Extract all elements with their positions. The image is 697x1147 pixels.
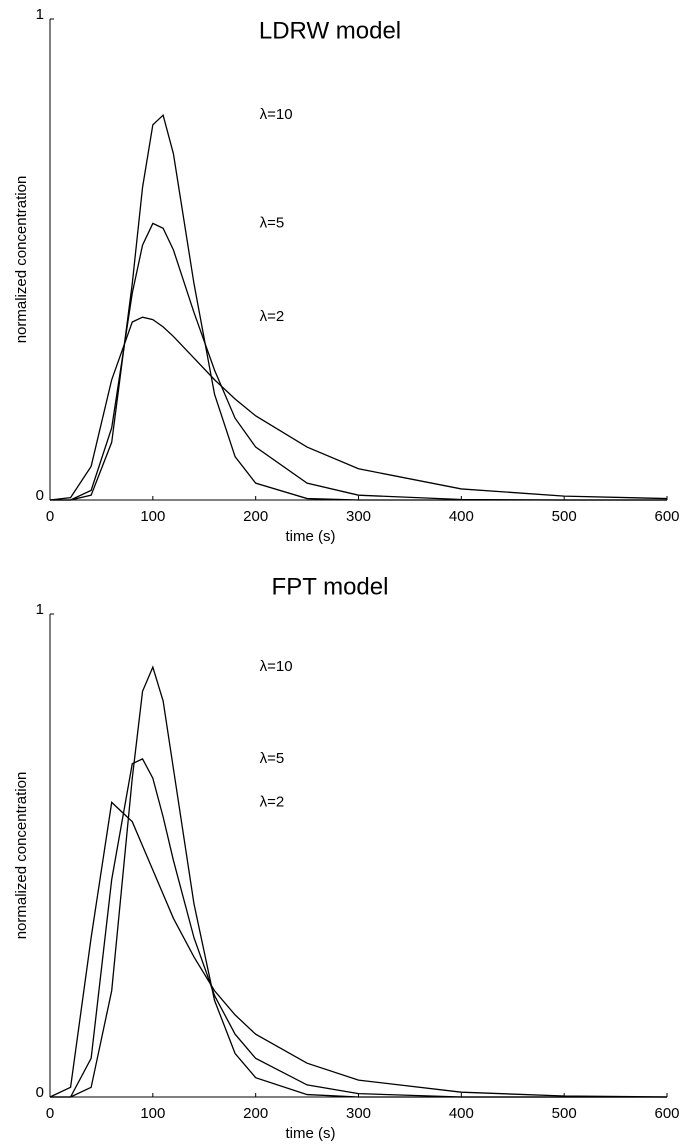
chart-title: LDRW model — [259, 17, 401, 44]
x-tick-label: 0 — [46, 508, 54, 525]
x-axis-label: time (s) — [286, 1125, 336, 1142]
y-tick-label: 0 — [36, 1084, 44, 1101]
y-axis-label: normalized concentration — [13, 772, 30, 940]
y-tick-label: 0 — [36, 487, 44, 504]
data-line — [49, 801, 668, 1098]
curve-label: λ=5 — [260, 214, 285, 231]
data-line — [49, 316, 668, 501]
x-tick-label: 500 — [552, 1105, 577, 1122]
y-tick-label: 1 — [36, 6, 44, 23]
y-axis-label: normalized concentration — [13, 176, 30, 344]
x-tick-label: 600 — [654, 508, 679, 525]
x-tick-label: 100 — [140, 508, 165, 525]
curve-label: λ=10 — [260, 658, 293, 675]
x-tick-label: 200 — [243, 1105, 268, 1122]
curve-label: λ=5 — [260, 750, 285, 767]
curve-label: λ=2 — [260, 793, 285, 810]
x-axis-label: time (s) — [286, 528, 336, 545]
chart-title: FPT model — [272, 573, 389, 600]
data-line — [50, 113, 667, 501]
x-tick-label: 500 — [552, 508, 577, 525]
data-line — [50, 758, 667, 1098]
x-tick-label: 200 — [243, 508, 268, 525]
x-tick-label: 0 — [46, 1105, 54, 1122]
x-tick-label: 100 — [140, 1105, 165, 1122]
x-tick-label: 300 — [346, 1105, 371, 1122]
curve-label: λ=2 — [260, 308, 285, 325]
data-line — [50, 222, 667, 501]
data-line — [50, 665, 667, 1098]
y-tick-label: 1 — [36, 601, 44, 618]
x-tick-label: 600 — [654, 1105, 679, 1122]
x-tick-label: 400 — [449, 508, 474, 525]
x-tick-label: 400 — [449, 1105, 474, 1122]
x-tick-label: 300 — [346, 508, 371, 525]
curve-label: λ=10 — [260, 106, 293, 123]
